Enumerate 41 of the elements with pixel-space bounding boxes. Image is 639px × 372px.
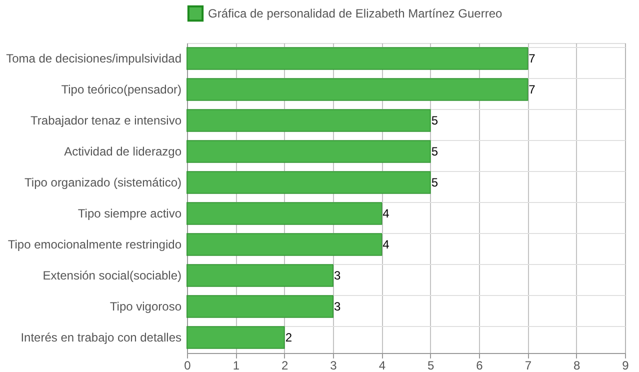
legend-label: Gráfica de personalidad de Elizabeth Martínez Guerreo — [208, 6, 502, 20]
x-tick-label: 1 — [232, 358, 240, 372]
bar — [186, 78, 528, 101]
data-label: 3 — [334, 300, 341, 314]
y-tick-label: Tipo organizado (sistemático) — [24, 176, 182, 190]
y-tick-label: Extensión social(sociable) — [42, 268, 182, 282]
data-label: 7 — [528, 82, 536, 96]
x-tick-label: 9 — [622, 358, 630, 372]
x-tick-label: 2 — [281, 358, 288, 372]
bar — [186, 109, 431, 132]
data-label: 4 — [382, 206, 390, 220]
bar — [186, 295, 334, 318]
data-label: 3 — [334, 268, 341, 282]
data-label: 7 — [528, 52, 536, 66]
y-tick-label: Tipo vigoroso — [110, 300, 182, 314]
x-tick-label: 8 — [573, 358, 580, 372]
y-tick-label: Tipo teórico(pensador) — [61, 82, 182, 96]
bar — [186, 171, 431, 194]
y-tick-label: Toma de decisiones/impulsividad — [6, 52, 182, 66]
y-tick-label: Trabajador tenaz e intensivo — [30, 114, 182, 128]
data-label: 5 — [431, 144, 438, 158]
y-tick-label: Tipo siempre activo — [78, 206, 182, 220]
bar — [186, 47, 528, 70]
y-tick-label: Interés en trabajo con detalles — [20, 330, 182, 344]
data-label: 5 — [431, 176, 438, 190]
data-label: 4 — [382, 238, 390, 252]
bar — [186, 326, 285, 349]
x-tick-label: 5 — [427, 358, 434, 372]
bar — [186, 202, 382, 225]
y-tick-label: Tipo emocionalmente restringido — [8, 238, 182, 252]
bar — [186, 264, 334, 287]
x-tick-label: 4 — [378, 358, 386, 372]
bar — [186, 140, 431, 163]
x-tick-label: 3 — [330, 358, 338, 372]
bar — [186, 233, 382, 256]
y-tick-label: Actividad de liderazgo — [64, 144, 182, 158]
data-label: 2 — [285, 330, 292, 344]
x-tick-label: 0 — [184, 358, 192, 372]
x-tick-label: 6 — [476, 358, 484, 372]
x-tick-label: 7 — [524, 358, 532, 372]
data-label: 5 — [431, 114, 438, 128]
